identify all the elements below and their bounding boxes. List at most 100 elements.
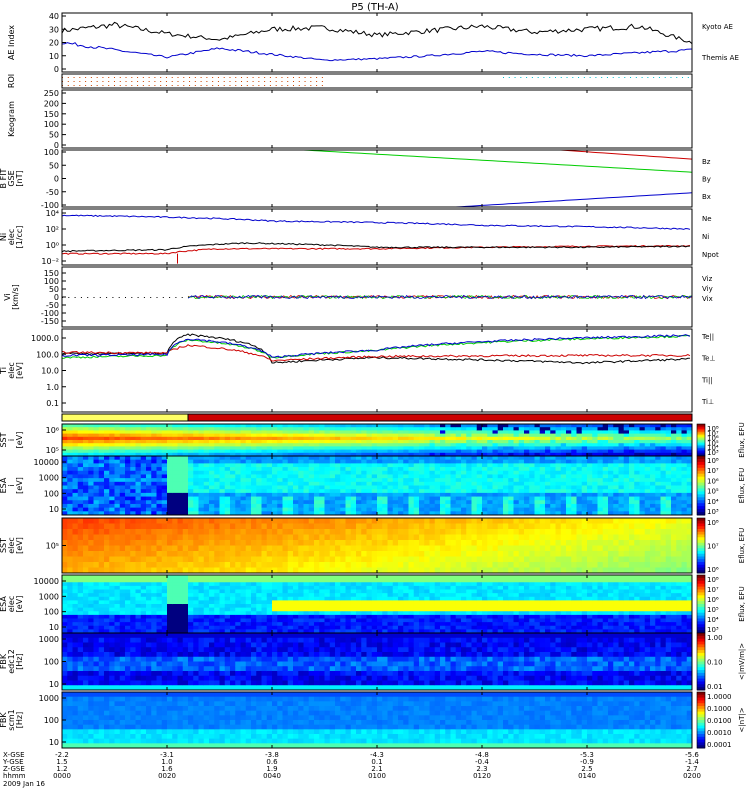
colorbar-tick: 0.01	[707, 683, 723, 691]
legend-entry: Viy	[702, 285, 713, 293]
y-tick-label: 100.0	[36, 350, 59, 359]
ae-frame	[61, 12, 693, 73]
bfit-panel: 100 50 0 -50 -100 B FITGSE[nT] Bz By Bx	[0, 148, 711, 210]
series-line-ne	[61, 244, 690, 255]
y-tick-label: 1000	[39, 635, 59, 644]
series-line-ti	[61, 334, 691, 359]
density-ylabel: Nielec[1/cc]	[0, 226, 24, 249]
y-tick-label: 100	[44, 658, 59, 667]
legend-entry: Kyoto AE	[702, 23, 733, 31]
y-tick-label: 10.0	[41, 367, 59, 376]
density-panel: 10⁴ 10² 10⁰ 10⁻² Nielec[1/cc] Ne Ni Npot	[0, 208, 719, 266]
colorbar-tick: 10⁸	[707, 457, 719, 465]
y-tick-label: 10	[49, 505, 59, 514]
x-tick-label: -1.4	[685, 758, 699, 766]
y-tick-label: 50	[49, 131, 59, 140]
colorbar-tick: 10⁵	[707, 488, 719, 496]
esa-ion-panel-ylabel: ESAi[eV]	[0, 477, 24, 494]
colorbar-tick: 0.0010	[707, 729, 732, 737]
legend-entry: Themis AE	[701, 54, 739, 62]
colorbar-tick: 0.0100	[707, 717, 732, 725]
y-tick-label: 150	[44, 269, 59, 278]
colorbar-tick: 10⁸	[707, 576, 719, 584]
legend-entry: Ne	[702, 215, 712, 223]
series-line-te	[61, 344, 691, 362]
x-tick-label: -4.8	[475, 751, 489, 759]
colorbar-tick: 10⁵	[707, 606, 719, 614]
colorbar-tick: 10³	[707, 508, 719, 516]
y-tick-label: 10⁰	[46, 241, 59, 250]
series-line-kyotoae	[61, 21, 693, 45]
x-tick-label: -5.6	[685, 751, 699, 759]
colorbar-tick: 10⁴	[707, 616, 719, 624]
y-tick-label: -100	[41, 309, 59, 318]
x-tick-label: 0040	[263, 772, 281, 780]
y-tick-label: 100	[44, 148, 59, 157]
legend-entry: Te⊥	[701, 355, 716, 363]
legend-entry: Vix	[702, 295, 713, 303]
roi-frame	[61, 73, 693, 89]
colorbar-label: <|nT|>	[738, 707, 746, 732]
date-label: 2009 Jan 16	[3, 780, 46, 788]
colorbar-tick: 10⁷	[707, 586, 719, 594]
x-tick-label: 1.9	[266, 765, 277, 773]
colorbar-tick: 10³	[707, 626, 719, 634]
y-tick-label: 100	[44, 120, 59, 129]
x-tick-label: 0020	[158, 772, 176, 780]
y-tick-label: 10	[49, 680, 59, 689]
temperature-ylabel: Tielec[eV]	[0, 362, 24, 379]
y-tick-label: -50	[46, 188, 59, 197]
x-tick-label: -4.3	[370, 751, 384, 759]
x-tick-label: 0200	[683, 772, 701, 780]
x-tick-label: 0120	[473, 772, 491, 780]
y-tick-label: -150	[41, 317, 59, 326]
sst-ion-panel-ylabel: SSTi[eV]	[0, 432, 24, 449]
series-line-npot	[61, 214, 691, 230]
ae-panel: 40 30 20 10 0 AE Index Kyoto AE Themis AE	[7, 12, 739, 74]
roi-ylabel: ROI	[7, 74, 16, 88]
roi-panel: ROI	[7, 73, 693, 89]
x-tick-label: 0.6	[266, 758, 278, 766]
y-tick-label: 100	[44, 716, 59, 725]
temperature-panel: 1000.0 100.0 10.0 1.0 0.1 Tielec[eV] Te|| Te⊥ Ti…	[0, 328, 716, 413]
legend-entry: Bz	[702, 158, 711, 166]
y-tick-label: 0	[54, 141, 59, 150]
fbk-edc-panel: 1000 100 10 FBKedc12[Hz] 1.00 0.10 0.01 <|mV/m|…	[0, 632, 746, 691]
x-tick-label: -2.2	[55, 751, 69, 759]
colorbar-tick: 10³	[707, 449, 719, 457]
colorbar-tick: 10⁶	[707, 477, 719, 485]
y-tick-label: 150	[44, 110, 59, 119]
legend-entry: By	[702, 176, 711, 184]
x-tick-label: 0000	[53, 772, 71, 780]
y-tick-label: 100	[44, 277, 59, 286]
y-tick-label: 10⁶	[46, 426, 59, 435]
x-tick-label: 1.0	[161, 758, 172, 766]
colorbar-label: Eflux, EFU	[738, 528, 746, 563]
y-tick-label: 10⁵	[46, 446, 59, 455]
mode-bar	[61, 413, 693, 422]
x-axis-row-label: Y-GSE	[2, 758, 24, 766]
y-tick-label: 1000	[39, 474, 59, 483]
colorbar-tick: 10⁷	[707, 467, 719, 475]
colorbar-tick: 0.1000	[707, 705, 732, 713]
y-tick-label: 10000	[34, 577, 59, 586]
legend-entry: Bx	[702, 193, 711, 201]
series-line-ni	[61, 242, 690, 253]
y-tick-label: 50	[49, 161, 59, 170]
colorbar-tick: 10⁶	[707, 566, 719, 574]
colorbar-label: Eflux, EFU	[738, 422, 746, 457]
x-tick-label: 0140	[578, 772, 596, 780]
y-tick-label: 10⁵	[46, 542, 59, 551]
x-tick-label: 0100	[368, 772, 386, 780]
y-tick-label: 50	[49, 285, 59, 294]
y-tick-label: 1000.0	[31, 334, 59, 343]
x-tick-label: 0.1	[371, 758, 382, 766]
series-line-bz	[560, 149, 693, 160]
colorbar-tick: 0.0001	[707, 741, 732, 749]
y-tick-label: 10⁻²	[41, 257, 59, 266]
y-tick-label: 40	[49, 12, 59, 21]
x-tick-label: -0.9	[580, 758, 594, 766]
sst-elec-panel: 10⁵ SSTelec[eV] 10⁸ 10⁷ 10⁶ Eflux, EFU	[0, 517, 746, 574]
y-tick-label: 250	[44, 89, 59, 98]
